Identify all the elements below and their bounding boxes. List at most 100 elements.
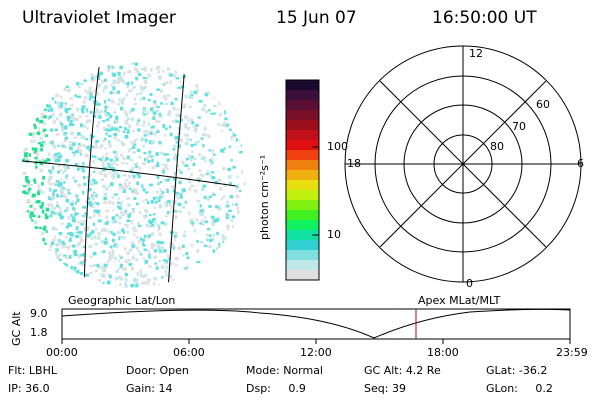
intensity-pixel: [40, 147, 44, 152]
intensity-pixel: [91, 155, 96, 158]
intensity-pixel: [136, 69, 139, 73]
info-ip-value: 36.0: [25, 382, 50, 395]
intensity-pixel: [139, 269, 142, 274]
intensity-pixel: [191, 150, 194, 154]
intensity-pixel: [165, 273, 168, 277]
intensity-pixel: [152, 105, 155, 109]
intensity-pixel: [116, 80, 120, 84]
intensity-pixel: [64, 102, 67, 105]
intensity-pixel: [143, 158, 146, 162]
intensity-pixel: [57, 184, 61, 188]
intensity-pixel: [232, 165, 236, 169]
intensity-pixel: [133, 163, 136, 166]
intensity-pixel: [112, 176, 115, 180]
intensity-pixel: [166, 211, 170, 215]
intensity-pixel: [71, 200, 75, 204]
intensity-pixel: [158, 75, 162, 78]
intensity-pixel: [162, 124, 166, 128]
intensity-pixel: [205, 196, 210, 200]
intensity-pixel: [84, 259, 87, 262]
intensity-pixel: [77, 167, 80, 171]
intensity-pixel: [109, 114, 112, 119]
info-flt: Flt: LBHL: [8, 364, 57, 377]
intensity-pixel: [74, 179, 77, 183]
intensity-pixel: [69, 97, 74, 100]
intensity-pixel: [135, 77, 138, 81]
intensity-pixel: [161, 163, 165, 166]
intensity-pixel: [144, 273, 148, 277]
intensity-pixel: [174, 256, 179, 261]
intensity-pixel: [70, 203, 74, 206]
intensity-pixel: [170, 205, 173, 209]
colorbar-swatch: [286, 160, 319, 171]
intensity-pixel: [146, 156, 150, 161]
intensity-pixel: [100, 250, 104, 254]
info-gain-value: 14: [158, 382, 173, 395]
intensity-pixel: [93, 201, 96, 205]
intensity-pixel: [57, 164, 62, 168]
intensity-pixel: [116, 231, 120, 235]
intensity-pixel: [142, 113, 147, 116]
intensity-pixel: [109, 162, 114, 167]
orbit-x-tick-label: 06:00: [173, 346, 205, 359]
intensity-pixel: [198, 212, 203, 216]
intensity-pixel: [112, 150, 117, 154]
intensity-pixel: [89, 264, 94, 267]
intensity-pixel: [184, 94, 188, 99]
intensity-pixel: [147, 200, 150, 205]
intensity-pixel: [179, 171, 183, 174]
intensity-pixel: [115, 220, 118, 224]
intensity-pixel: [204, 133, 208, 137]
intensity-pixel: [26, 180, 30, 184]
intensity-pixel: [144, 76, 149, 79]
intensity-pixel: [137, 119, 141, 122]
intensity-pixel: [103, 159, 107, 163]
intensity-pixel: [237, 210, 240, 215]
intensity-pixel: [135, 191, 139, 195]
intensity-pixel: [77, 221, 82, 224]
intensity-pixel: [99, 265, 102, 270]
intensity-pixel: [65, 159, 69, 163]
intensity-pixel: [134, 189, 137, 193]
colorbar-swatch: [286, 190, 319, 201]
intensity-pixel: [54, 158, 59, 163]
intensity-pixel: [210, 171, 215, 174]
mlat-label-60: 60: [536, 98, 550, 111]
intensity-pixel: [133, 228, 138, 233]
intensity-pixel: [92, 160, 95, 164]
intensity-pixel: [131, 167, 134, 171]
intensity-pixel: [146, 278, 151, 283]
intensity-pixel: [38, 226, 42, 229]
intensity-pixel: [87, 201, 90, 206]
intensity-pixel: [102, 89, 105, 92]
info-seq: Seq: 39: [364, 382, 406, 395]
intensity-pixel: [236, 184, 239, 188]
intensity-pixel: [163, 178, 168, 182]
intensity-pixel: [83, 227, 87, 231]
intensity-pixel: [152, 116, 156, 120]
intensity-pixel: [141, 200, 144, 203]
intensity-pixel: [117, 90, 120, 94]
intensity-pixel: [222, 240, 225, 244]
intensity-pixel: [222, 167, 226, 171]
intensity-pixel: [76, 107, 79, 112]
intensity-pixel: [36, 131, 41, 136]
intensity-pixel: [194, 128, 198, 133]
intensity-pixel: [108, 256, 112, 261]
intensity-pixel: [125, 82, 130, 86]
intensity-pixel: [117, 72, 121, 76]
intensity-pixel: [25, 176, 29, 180]
intensity-pixel: [157, 182, 160, 186]
intensity-pixel: [55, 117, 59, 121]
intensity-pixel: [108, 135, 112, 138]
intensity-pixel: [149, 93, 153, 96]
intensity-pixel: [104, 109, 107, 113]
intensity-pixel: [227, 175, 232, 179]
intensity-pixel: [129, 158, 134, 162]
intensity-pixel: [67, 107, 72, 111]
intensity-pixel: [153, 255, 157, 260]
intensity-pixel: [64, 176, 68, 180]
intensity-pixel: [111, 251, 115, 255]
intensity-pixel: [67, 232, 70, 235]
intensity-pixel: [156, 105, 160, 109]
